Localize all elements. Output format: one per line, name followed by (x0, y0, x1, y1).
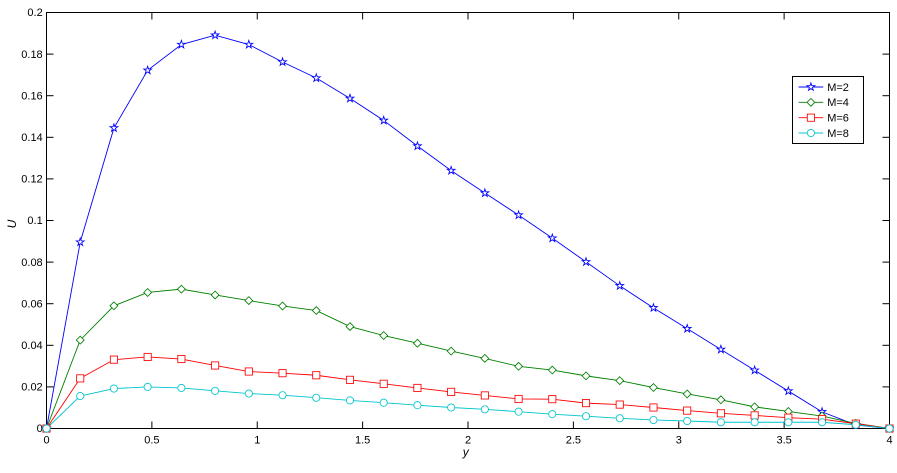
svg-text:M=2: M=2 (827, 82, 849, 94)
svg-text:0.02: 0.02 (21, 382, 42, 394)
svg-text:0.18: 0.18 (21, 49, 42, 61)
svg-text:4: 4 (886, 435, 892, 447)
svg-text:0.1: 0.1 (27, 215, 42, 227)
svg-text:0: 0 (43, 435, 49, 447)
svg-text:2.5: 2.5 (566, 435, 581, 447)
svg-text:U: U (5, 219, 19, 228)
svg-text:0: 0 (37, 423, 43, 435)
svg-text:0.2: 0.2 (27, 7, 42, 19)
svg-text:M=8: M=8 (827, 128, 849, 140)
svg-text:0.16: 0.16 (21, 90, 42, 102)
svg-text:0.06: 0.06 (21, 298, 42, 310)
svg-text:M=4: M=4 (827, 97, 849, 109)
svg-text:0.12: 0.12 (21, 174, 42, 186)
svg-text:0.04: 0.04 (21, 340, 42, 352)
svg-text:M=6: M=6 (827, 112, 849, 124)
svg-text:0.08: 0.08 (21, 257, 42, 269)
svg-text:0.14: 0.14 (21, 132, 42, 144)
svg-text:1.5: 1.5 (355, 435, 370, 447)
svg-text:3: 3 (676, 435, 682, 447)
svg-text:1: 1 (254, 435, 260, 447)
svg-text:3.5: 3.5 (776, 435, 791, 447)
svg-text:0.5: 0.5 (144, 435, 159, 447)
svg-text:y: y (462, 445, 470, 459)
